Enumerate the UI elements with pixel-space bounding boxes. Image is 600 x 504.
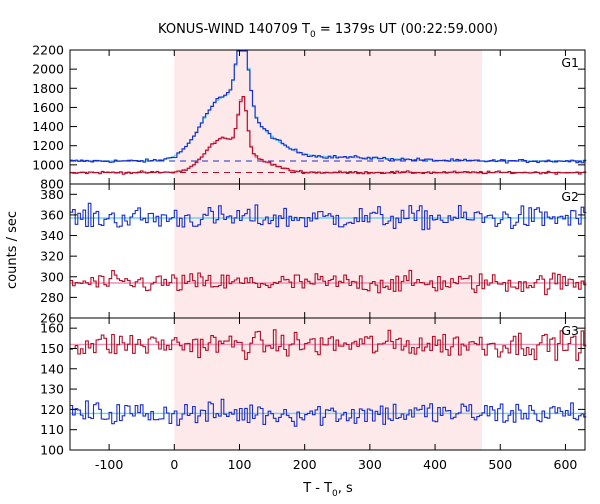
y-tick-label-g3: 140 (40, 361, 64, 376)
x-axis-label: T - T0, s (302, 481, 353, 499)
highlight-interval (174, 50, 482, 450)
y-tick-label-g1: 800 (40, 177, 64, 192)
light-curve-g2-1 (70, 269, 587, 296)
x-tick-label: 600 (554, 457, 578, 472)
x-tick-label: 200 (293, 457, 317, 472)
x-tick-label: 500 (488, 457, 512, 472)
y-tick-label-g1: 2200 (32, 43, 64, 58)
y-tick-label-g3: 120 (40, 402, 64, 417)
light-curve-g2-0 (70, 202, 587, 231)
y-tick-label-g1: 2000 (32, 62, 64, 77)
y-tick-label-g1: 1600 (32, 100, 64, 115)
y-tick-label-g1: 1400 (32, 119, 64, 134)
y-tick-label-g2: 280 (40, 290, 64, 305)
panel-label-g1: G1 (561, 55, 579, 70)
x-tick-label: 100 (228, 457, 252, 472)
x-tick-label: 0 (170, 457, 178, 472)
x-tick-label: 300 (358, 457, 382, 472)
light-curve-g1-0 (70, 50, 587, 164)
light-curve-g3-1 (70, 398, 587, 427)
x-tick-label: 400 (423, 457, 447, 472)
panel-label-g3: G3 (561, 323, 579, 338)
y-tick-label-g2: 340 (40, 228, 64, 243)
y-tick-label-g3: 150 (40, 341, 64, 356)
chart-title: KONUS-WIND 140709 T0 = 1379s UT (00:22:5… (158, 22, 498, 40)
y-tick-label-g3: 100 (40, 443, 64, 458)
y-tick-label-g2: 320 (40, 249, 64, 264)
y-tick-label-g1: 1200 (32, 138, 64, 153)
y-tick-label-g1: 1000 (32, 157, 64, 172)
plot-area: 8001000120014001600180020002200G12602803… (32, 43, 587, 472)
y-tick-label-g3: 110 (40, 422, 64, 437)
y-tick-label-g3: 160 (40, 321, 64, 336)
x-tick-label: -100 (95, 457, 123, 472)
y-tick-label-g2: 360 (40, 207, 64, 222)
y-tick-label-g2: 260 (40, 311, 64, 326)
panel-frame-g3 (69, 317, 586, 451)
light-curve-g3-0 (70, 329, 587, 361)
y-tick-label-g1: 1800 (32, 81, 64, 96)
panel-label-g2: G2 (561, 189, 579, 204)
y-tick-label-g3: 130 (40, 382, 64, 397)
y-tick-label-g2: 300 (40, 269, 64, 284)
y-tick-label-g2: 380 (40, 187, 64, 202)
light-curve-g1-1 (70, 96, 587, 175)
y-axis-label: counts / sec (5, 211, 20, 289)
